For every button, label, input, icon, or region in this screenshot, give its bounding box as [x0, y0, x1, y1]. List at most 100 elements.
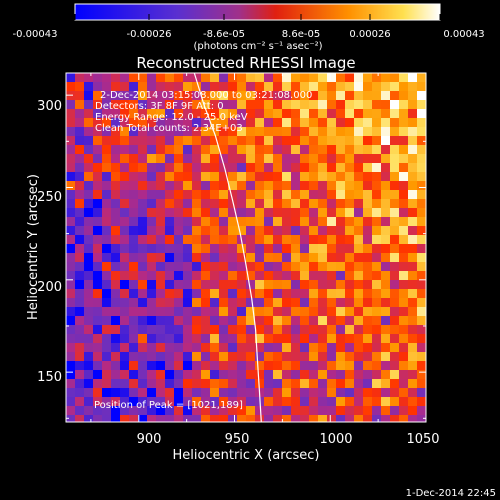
image-pixel — [282, 100, 291, 109]
image-pixel — [201, 109, 210, 118]
image-pixel — [318, 154, 327, 163]
image-pixel — [192, 271, 201, 280]
image-pixel — [399, 181, 408, 190]
image-pixel — [381, 235, 390, 244]
image-pixel — [210, 208, 219, 217]
image-pixel — [363, 307, 372, 316]
image-pixel — [237, 415, 246, 422]
image-pixel — [219, 208, 228, 217]
image-pixel — [336, 361, 345, 370]
plot-frame — [65, 72, 427, 423]
image-pixel — [120, 388, 129, 397]
image-pixel — [354, 352, 363, 361]
image-pixel — [165, 298, 174, 307]
image-pixel — [372, 136, 381, 145]
image-pixel — [318, 199, 327, 208]
image-pixel — [408, 181, 417, 190]
image-pixel — [165, 208, 174, 217]
image-pixel — [237, 199, 246, 208]
image-pixel — [390, 226, 399, 235]
image-pixel — [84, 235, 93, 244]
image-pixel — [273, 343, 282, 352]
image-pixel — [372, 100, 381, 109]
image-pixel — [102, 136, 111, 145]
image-pixel — [300, 190, 309, 199]
image-pixel — [318, 325, 327, 334]
image-pixel — [309, 244, 318, 253]
image-pixel — [354, 172, 363, 181]
image-pixel — [408, 163, 417, 172]
image-pixel — [111, 226, 120, 235]
image-pixel — [363, 406, 372, 415]
image-pixel — [417, 154, 426, 163]
image-pixel — [120, 271, 129, 280]
image-pixel — [336, 145, 345, 154]
image-pixel — [102, 82, 111, 91]
image-pixel — [111, 136, 120, 145]
image-pixel — [417, 352, 426, 361]
image-pixel — [291, 73, 300, 82]
image-pixel — [138, 334, 147, 343]
image-pixel — [336, 118, 345, 127]
image-pixel — [174, 172, 183, 181]
image-pixel — [219, 199, 228, 208]
image-pixel — [291, 334, 300, 343]
image-pixel — [300, 208, 309, 217]
image-pixel — [282, 109, 291, 118]
image-pixel — [210, 406, 219, 415]
image-pixel — [291, 316, 300, 325]
image-pixel — [327, 316, 336, 325]
image-pixel — [84, 325, 93, 334]
image-pixel — [417, 109, 426, 118]
image-pixel — [183, 352, 192, 361]
image-pixel — [219, 325, 228, 334]
image-pixel — [282, 388, 291, 397]
image-pixel — [282, 325, 291, 334]
image-pixel — [174, 190, 183, 199]
image-pixel — [93, 271, 102, 280]
image-pixel — [192, 325, 201, 334]
image-pixel — [156, 235, 165, 244]
image-pixel — [327, 100, 336, 109]
image-pixel — [399, 289, 408, 298]
image-pixel — [111, 163, 120, 172]
image-pixel — [129, 199, 138, 208]
image-pixel — [165, 253, 174, 262]
image-pixel — [381, 199, 390, 208]
image-pixel — [228, 127, 237, 136]
image-pixel — [381, 334, 390, 343]
image-pixel — [219, 280, 228, 289]
image-pixel — [192, 109, 201, 118]
image-pixel — [237, 334, 246, 343]
image-pixel — [246, 307, 255, 316]
image-pixel — [192, 361, 201, 370]
image-pixel — [129, 127, 138, 136]
image-pixel — [102, 298, 111, 307]
image-pixel — [138, 136, 147, 145]
image-pixel — [300, 118, 309, 127]
image-pixel — [264, 325, 273, 334]
image-pixel — [399, 298, 408, 307]
image-pixel — [93, 244, 102, 253]
image-pixel — [345, 199, 354, 208]
peak-position-label: Position of Peak = [1021,189] — [94, 400, 243, 411]
image-pixel — [147, 271, 156, 280]
image-pixel — [228, 235, 237, 244]
image-pixel — [246, 280, 255, 289]
image-pixel — [129, 235, 138, 244]
image-pixel — [138, 172, 147, 181]
image-pixel — [291, 208, 300, 217]
image-pixel — [84, 271, 93, 280]
image-pixel — [219, 190, 228, 199]
image-pixel — [174, 118, 183, 127]
image-pixel — [75, 82, 84, 91]
image-pixel — [399, 109, 408, 118]
image-pixel — [102, 100, 111, 109]
image-pixel — [102, 172, 111, 181]
image-pixel — [66, 271, 75, 280]
image-pixel — [219, 289, 228, 298]
image-pixel — [138, 253, 147, 262]
image-pixel — [354, 397, 363, 406]
image-pixel — [66, 325, 75, 334]
image-pixel — [255, 406, 264, 415]
